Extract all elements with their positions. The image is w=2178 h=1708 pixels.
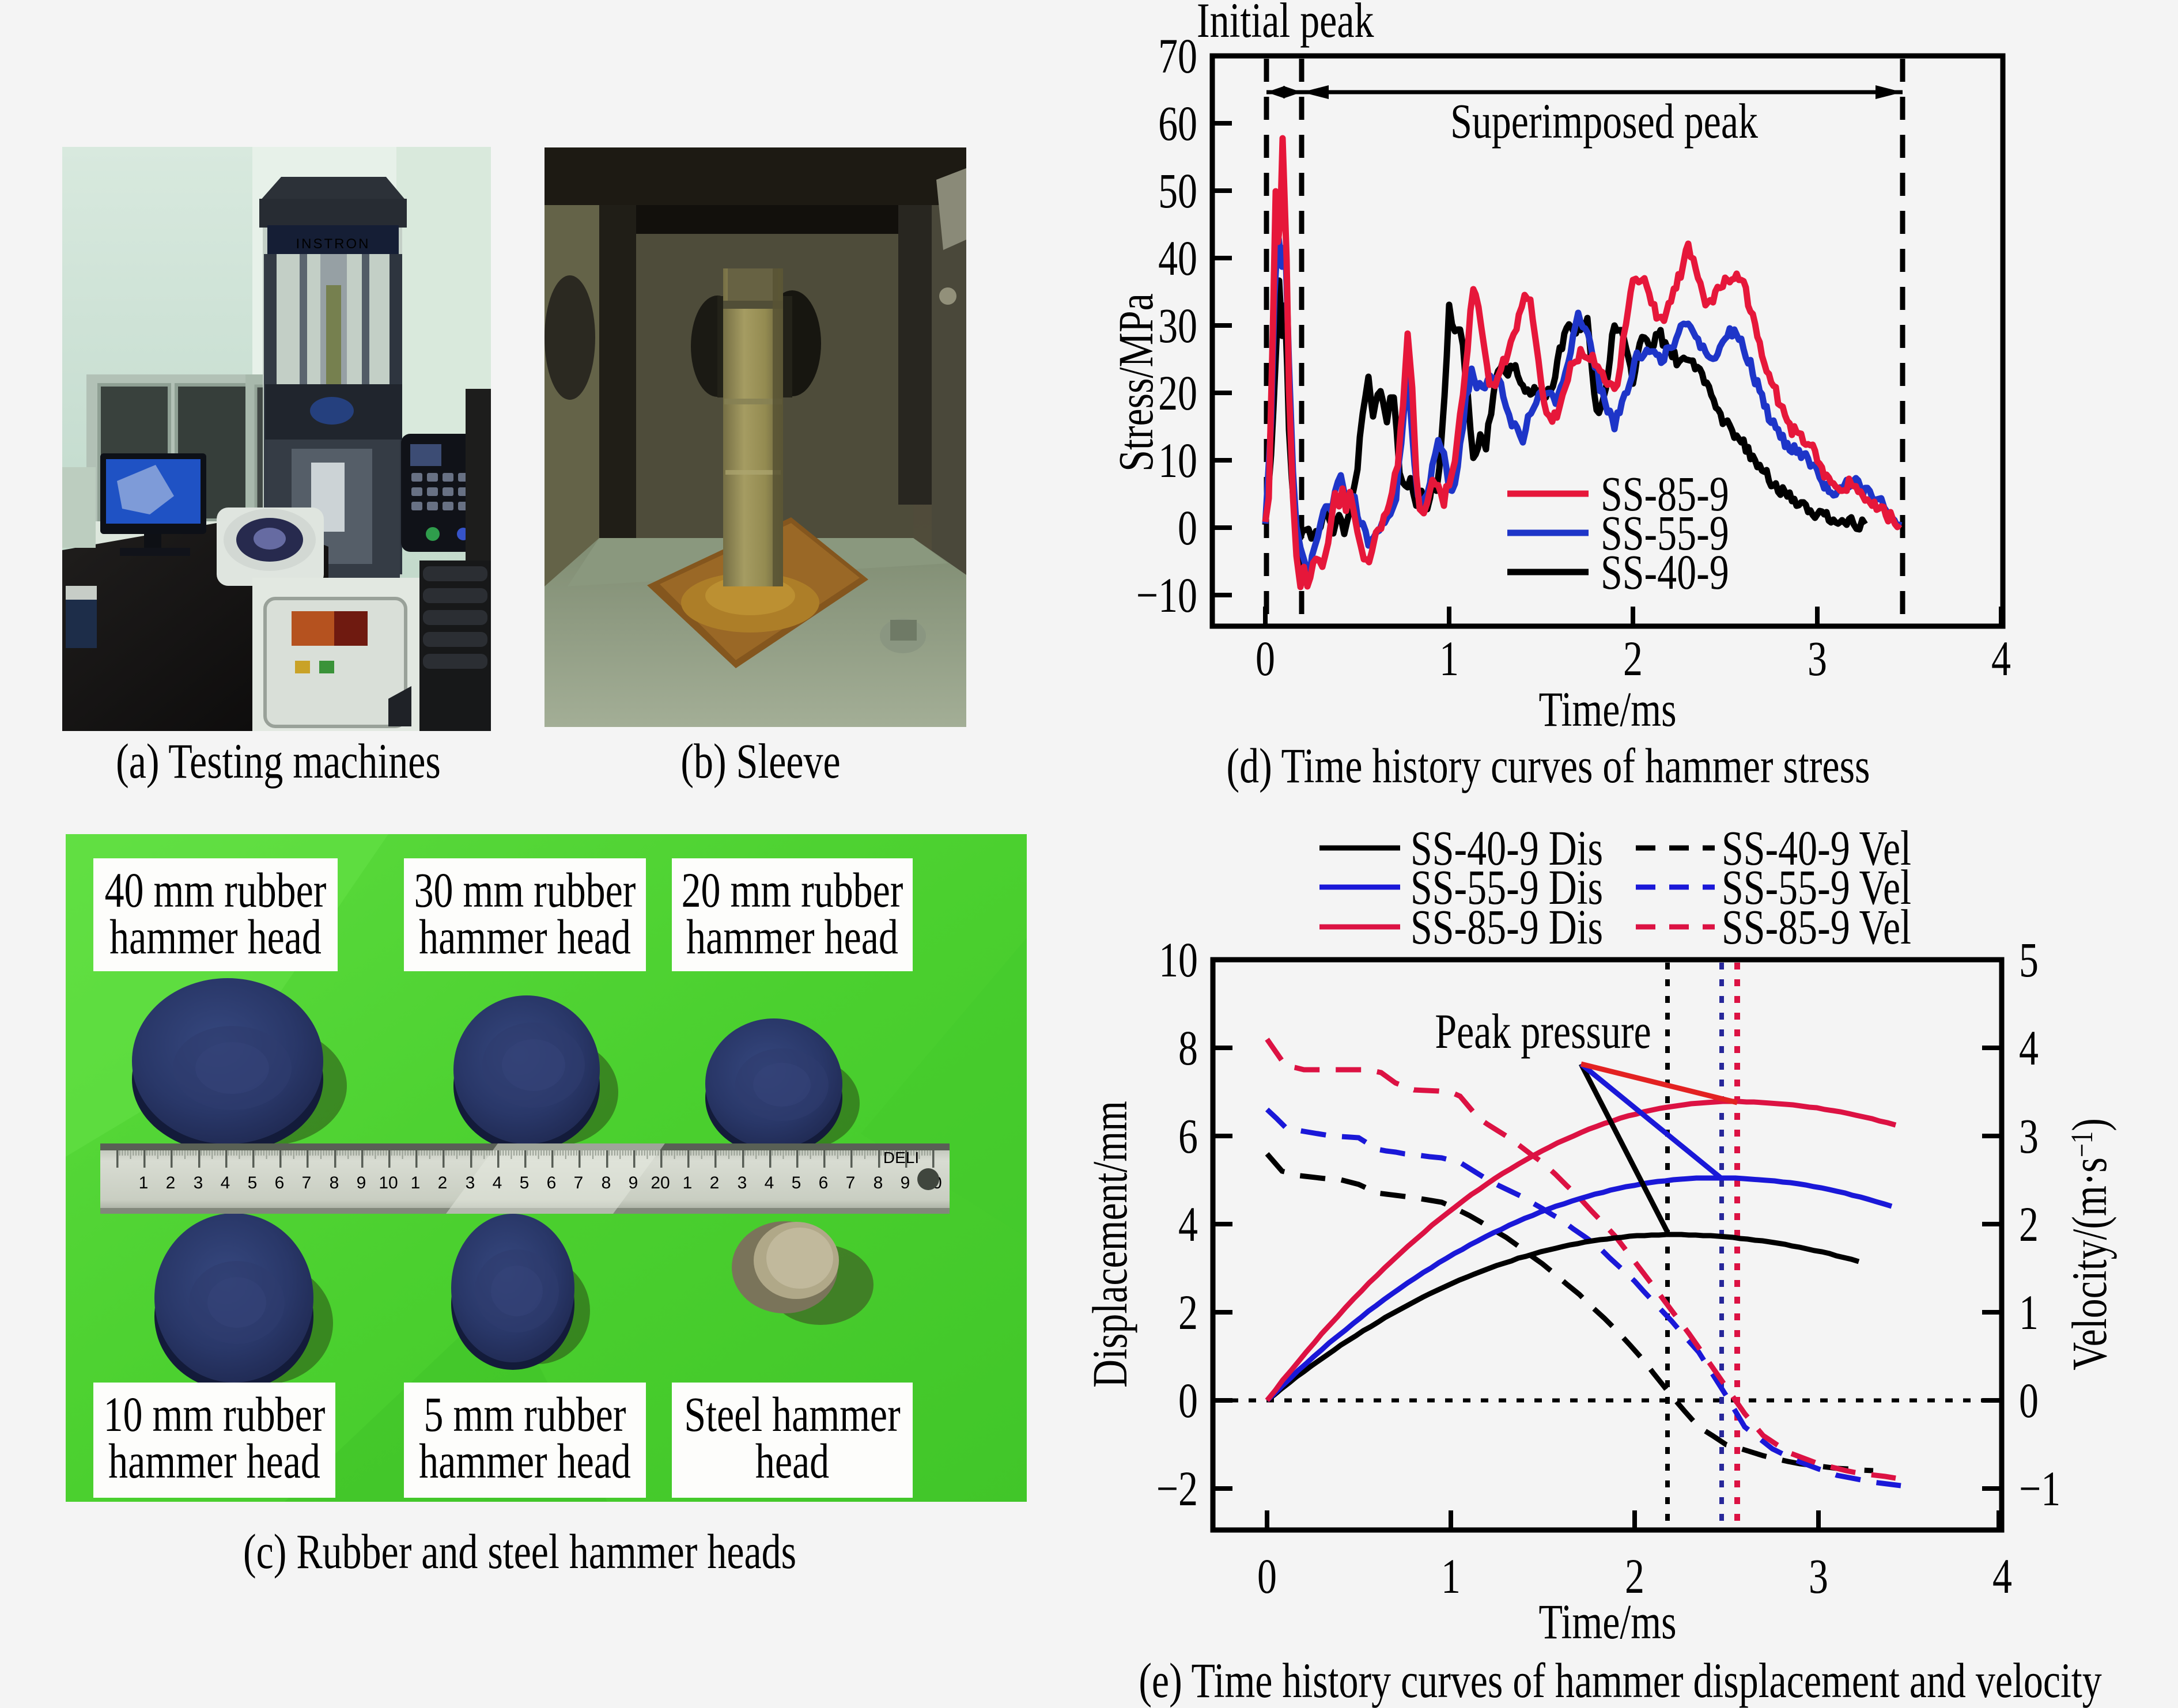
svg-text:hammer head: hammer head xyxy=(419,1433,631,1488)
svg-text:7: 7 xyxy=(846,1173,856,1192)
svg-text:1: 1 xyxy=(1439,631,1459,686)
svg-text:10 mm rubber: 10 mm rubber xyxy=(104,1387,326,1441)
svg-text:50: 50 xyxy=(1158,163,1197,218)
svg-text:40 mm rubber: 40 mm rubber xyxy=(105,862,327,917)
svg-text:head: head xyxy=(755,1433,829,1488)
svg-text:(a) Testing machines: (a) Testing machines xyxy=(116,733,441,788)
svg-text:1: 1 xyxy=(1441,1548,1461,1603)
svg-text:5: 5 xyxy=(2019,932,2039,987)
svg-text:(c) Rubber and steel hammer he: (c) Rubber and steel hammer heads xyxy=(243,1524,796,1578)
svg-text:10: 10 xyxy=(1158,433,1197,487)
svg-text:2: 2 xyxy=(1623,631,1643,686)
svg-text:10: 10 xyxy=(1159,932,1198,987)
svg-text:hammer head: hammer head xyxy=(419,909,631,964)
svg-text:(e) Time history curves of ham: (e) Time history curves of hammer displa… xyxy=(1139,1653,2102,1707)
svg-text:70: 70 xyxy=(1158,28,1197,83)
svg-text:5: 5 xyxy=(792,1173,801,1192)
svg-text:hammer head: hammer head xyxy=(108,1433,320,1488)
svg-text:Displacement/mm: Displacement/mm xyxy=(1082,1101,1137,1388)
svg-text:Initial peak: Initial peak xyxy=(1197,0,1374,48)
svg-text:1: 1 xyxy=(139,1173,149,1192)
svg-text:5: 5 xyxy=(248,1173,258,1192)
svg-text:7: 7 xyxy=(574,1173,584,1192)
svg-text:Steel hammer: Steel hammer xyxy=(684,1387,901,1441)
svg-text:20 mm rubber: 20 mm rubber xyxy=(682,862,903,917)
svg-text:5: 5 xyxy=(520,1173,530,1192)
svg-text:0: 0 xyxy=(1178,1373,1198,1427)
svg-text:10: 10 xyxy=(379,1173,398,1192)
svg-text:3: 3 xyxy=(2019,1108,2039,1163)
svg-text:6: 6 xyxy=(275,1173,285,1192)
svg-text:20: 20 xyxy=(1158,365,1197,420)
svg-text:2: 2 xyxy=(438,1173,448,1192)
svg-text:2: 2 xyxy=(2019,1196,2039,1251)
svg-text:1: 1 xyxy=(411,1173,421,1192)
svg-text:hammer head: hammer head xyxy=(109,909,322,964)
svg-text:Time/ms: Time/ms xyxy=(1538,1594,1676,1649)
svg-text:1: 1 xyxy=(683,1173,693,1192)
svg-text:40: 40 xyxy=(1158,230,1197,285)
svg-text:8: 8 xyxy=(330,1173,339,1192)
svg-text:4: 4 xyxy=(2019,1020,2039,1075)
svg-text:9: 9 xyxy=(629,1173,638,1192)
svg-text:4: 4 xyxy=(1992,1548,2012,1603)
svg-text:2: 2 xyxy=(710,1173,720,1192)
svg-text:SS-40-9 Vel: SS-40-9 Vel xyxy=(1722,820,1911,875)
svg-text:0: 0 xyxy=(1257,1548,1277,1603)
svg-text:9: 9 xyxy=(357,1173,366,1192)
svg-text:Velocity/(m·s−1): Velocity/(m·s−1) xyxy=(2062,1118,2116,1370)
svg-text:SS-55-9: SS-55-9 xyxy=(1601,505,1729,560)
svg-text:2: 2 xyxy=(166,1173,176,1192)
svg-text:2: 2 xyxy=(1178,1285,1198,1339)
svg-text:−10: −10 xyxy=(1136,567,1197,622)
svg-text:6: 6 xyxy=(547,1173,557,1192)
svg-text:(b) Sleeve: (b) Sleeve xyxy=(680,733,840,788)
svg-text:3: 3 xyxy=(738,1173,747,1192)
svg-text:3: 3 xyxy=(466,1173,475,1192)
svg-text:4: 4 xyxy=(1991,631,2011,686)
svg-text:SS-40-9: SS-40-9 xyxy=(1601,544,1729,599)
svg-text:SS-40-9 Dis: SS-40-9 Dis xyxy=(1411,820,1603,875)
svg-text:8: 8 xyxy=(602,1173,611,1192)
svg-text:7: 7 xyxy=(302,1173,312,1192)
svg-text:SS-85-9: SS-85-9 xyxy=(1601,466,1729,521)
svg-text:hammer head: hammer head xyxy=(686,909,898,964)
svg-text:0: 0 xyxy=(1256,631,1275,686)
svg-text:3: 3 xyxy=(1809,1548,1828,1603)
svg-text:INSTRON: INSTRON xyxy=(296,236,370,252)
svg-text:Superimposed peak: Superimposed peak xyxy=(1450,93,1758,148)
svg-text:9: 9 xyxy=(901,1173,910,1192)
svg-text:8: 8 xyxy=(1178,1020,1198,1075)
svg-text:30 mm rubber: 30 mm rubber xyxy=(414,862,636,917)
svg-text:Peak pressure: Peak pressure xyxy=(1435,1003,1651,1058)
svg-text:4: 4 xyxy=(221,1173,230,1192)
svg-text:3: 3 xyxy=(1808,631,1827,686)
svg-text:DELI: DELI xyxy=(883,1149,919,1167)
svg-text:2: 2 xyxy=(1625,1548,1644,1603)
svg-text:5 mm rubber: 5 mm rubber xyxy=(424,1387,626,1441)
svg-text:4: 4 xyxy=(765,1173,774,1192)
svg-text:4: 4 xyxy=(493,1173,502,1192)
svg-text:8: 8 xyxy=(874,1173,883,1192)
svg-text:60: 60 xyxy=(1158,96,1197,150)
svg-text:SS-85-9 Dis: SS-85-9 Dis xyxy=(1411,899,1603,954)
svg-text:20: 20 xyxy=(651,1173,670,1192)
svg-text:Time/ms: Time/ms xyxy=(1538,681,1676,736)
svg-text:1: 1 xyxy=(2019,1285,2039,1339)
svg-text:0: 0 xyxy=(1178,500,1197,555)
svg-text:−1: −1 xyxy=(2019,1461,2060,1516)
svg-text:30: 30 xyxy=(1158,298,1197,353)
svg-text:(d) Time history curves of ham: (d) Time history curves of hammer stress xyxy=(1227,738,1870,793)
svg-text:4: 4 xyxy=(1178,1196,1198,1251)
svg-text:SS-85-9 Vel: SS-85-9 Vel xyxy=(1722,899,1911,954)
svg-text:SS-55-9 Dis: SS-55-9 Dis xyxy=(1411,859,1603,914)
svg-text:−2: −2 xyxy=(1156,1461,1198,1516)
svg-text:SS-55-9 Vel: SS-55-9 Vel xyxy=(1722,859,1911,914)
svg-text:Stress/MPa: Stress/MPa xyxy=(1108,293,1163,471)
svg-text:0: 0 xyxy=(2019,1373,2039,1427)
svg-text:3: 3 xyxy=(194,1173,203,1192)
svg-text:6: 6 xyxy=(1178,1108,1198,1163)
svg-text:6: 6 xyxy=(819,1173,829,1192)
